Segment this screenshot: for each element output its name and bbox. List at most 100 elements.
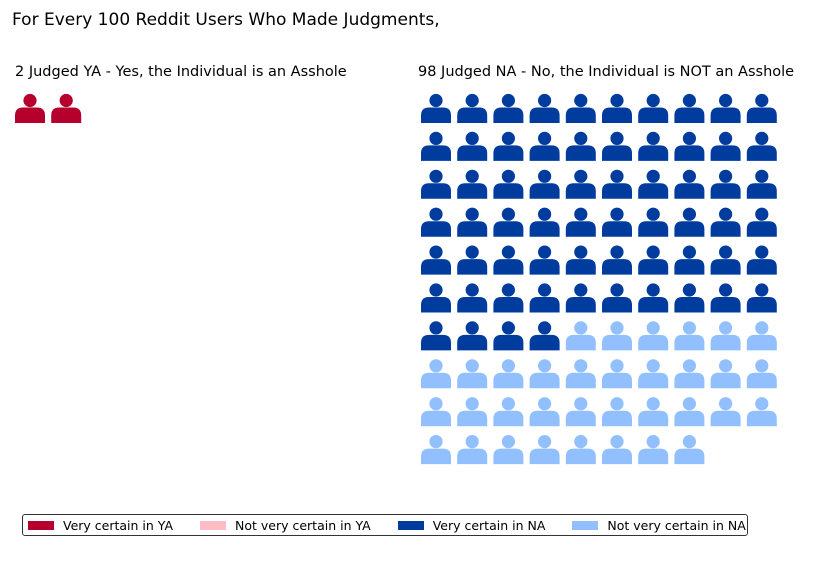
na-person-icon (602, 359, 632, 389)
na-person-icon (746, 321, 777, 351)
na-person-icon (710, 359, 741, 389)
na-person-icon (638, 207, 669, 237)
ya-person-icon (15, 93, 45, 123)
legend-item: Not very certain in YA (200, 518, 371, 533)
na-person-icon (529, 245, 560, 275)
legend-swatch (572, 520, 599, 530)
na-person-icon (602, 397, 632, 427)
legend-item: Not very certain in NA (572, 517, 746, 533)
na-person-icon (565, 359, 596, 389)
na-person-icon (457, 283, 488, 313)
legend-swatch (200, 520, 226, 530)
na-person-icon (421, 359, 451, 389)
na-person-icon (421, 93, 451, 123)
na-person-icon (602, 321, 632, 351)
legend-label: Very certain in YA (63, 517, 173, 533)
legend-label: Not very certain in YA (235, 517, 371, 533)
na-person-icon (674, 283, 705, 313)
na-person-icon (493, 435, 524, 465)
na-person-icon (421, 245, 451, 275)
na-person-icon (638, 283, 669, 313)
na-person-icon (457, 359, 488, 389)
na-person-icon (602, 283, 632, 313)
na-person-icon (638, 93, 669, 123)
na-person-icon (565, 169, 596, 199)
na-person-icon (602, 169, 632, 199)
na-person-icon (710, 131, 741, 161)
na-panel-title: 98 Judged NA - No, the Individual is NOT… (418, 64, 795, 80)
na-person-icon (746, 93, 777, 123)
na-person-icon (529, 131, 560, 161)
na-person-icon (457, 207, 488, 237)
na-person-icon (638, 397, 669, 427)
na-person-icon (493, 283, 524, 313)
legend-label: Not very certain in NA (607, 517, 746, 533)
na-person-icon (421, 435, 451, 465)
legend-item: Very certain in NA (397, 518, 545, 533)
na-person-icon (674, 321, 705, 351)
na-person-icon (529, 359, 560, 389)
na-person-icon (421, 169, 451, 199)
na-person-icon (710, 93, 741, 123)
na-person-icon (674, 359, 705, 389)
na-person-icon (457, 397, 488, 427)
na-person-icon (565, 93, 596, 123)
na-person-icon (746, 397, 777, 427)
na-person-icon (529, 283, 560, 313)
na-person-icon (421, 131, 451, 161)
na-person-icon (457, 245, 488, 275)
na-person-icon (710, 207, 741, 237)
na-person-icon (565, 131, 596, 161)
na-person-icon (674, 207, 705, 237)
ya-panel-title: 2 Judged YA - Yes, the Individual is an … (15, 64, 347, 80)
legend-item: Very certain in YA (28, 518, 173, 533)
na-person-icon (457, 435, 488, 465)
na-person-icon (529, 321, 560, 351)
legend-swatch (397, 520, 424, 530)
na-person-icon (710, 321, 741, 351)
na-person-icon (674, 435, 705, 465)
na-person-icon (638, 245, 669, 275)
na-person-icon (565, 321, 596, 351)
na-person-icon (710, 169, 741, 199)
na-person-icon (746, 169, 777, 199)
na-person-icon (493, 93, 524, 123)
chart-title: For Every 100 Reddit Users Who Made Judg… (12, 10, 440, 30)
na-person-icon (457, 93, 488, 123)
na-person-icon (746, 245, 777, 275)
na-person-icon (638, 435, 669, 465)
na-person-icon (529, 93, 560, 123)
ya-person-icon (51, 93, 82, 123)
na-person-icon (710, 245, 741, 275)
na-person-icon (710, 283, 741, 313)
na-person-icon (421, 321, 451, 351)
na-person-icon (602, 131, 632, 161)
na-person-icon (565, 207, 596, 237)
na-person-icon (638, 131, 669, 161)
na-person-icon (457, 321, 488, 351)
na-person-icon (493, 359, 524, 389)
na-person-icon (602, 435, 632, 465)
na-person-icon (493, 131, 524, 161)
na-person-icon (674, 245, 705, 275)
na-person-icon (493, 169, 524, 199)
na-person-icon (602, 245, 632, 275)
na-person-icon (529, 169, 560, 199)
na-person-icon (529, 435, 560, 465)
na-person-icon (529, 207, 560, 237)
na-person-icon (674, 131, 705, 161)
legend-swatch (28, 520, 54, 530)
na-person-icon (493, 207, 524, 237)
na-person-icon (746, 283, 777, 313)
na-person-icon (746, 131, 777, 161)
na-person-icon (565, 397, 596, 427)
na-person-icon (421, 283, 451, 313)
na-person-icon (674, 397, 705, 427)
na-person-icon (746, 359, 777, 389)
na-person-icon (493, 321, 524, 351)
na-person-icon (421, 397, 451, 427)
na-person-icon (710, 397, 741, 427)
na-person-icon (746, 207, 777, 237)
na-person-icon (529, 397, 560, 427)
na-person-icon (638, 169, 669, 199)
